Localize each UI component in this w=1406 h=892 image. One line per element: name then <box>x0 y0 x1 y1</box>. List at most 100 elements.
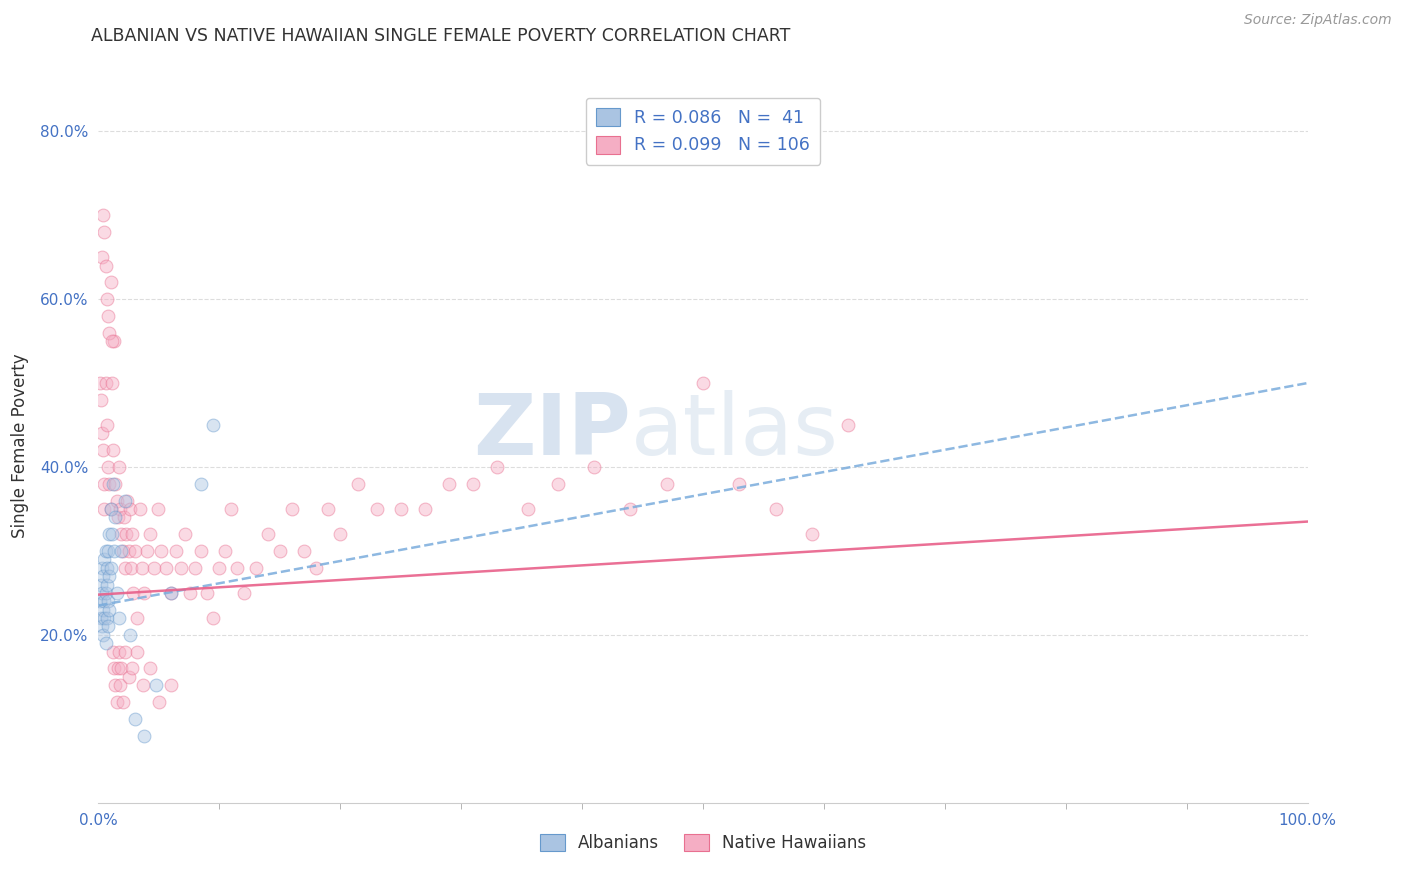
Point <box>104 476 127 491</box>
Point <box>98 527 121 541</box>
Point <box>127 645 149 659</box>
Point <box>208 560 231 574</box>
Point <box>91 443 114 458</box>
Point <box>655 476 678 491</box>
Point <box>91 586 114 600</box>
Point <box>107 661 129 675</box>
Point <box>93 476 115 491</box>
Point <box>195 586 218 600</box>
Point <box>105 493 128 508</box>
Point <box>135 544 157 558</box>
Point <box>583 460 606 475</box>
Point <box>89 376 111 390</box>
Point <box>160 586 183 600</box>
Point <box>139 527 162 541</box>
Point <box>114 560 136 574</box>
Point <box>131 560 153 574</box>
Point <box>105 586 128 600</box>
Point <box>146 502 169 516</box>
Point <box>89 594 111 608</box>
Point <box>110 544 132 558</box>
Point <box>232 586 254 600</box>
Point <box>94 636 117 650</box>
Point <box>108 502 131 516</box>
Point <box>91 603 114 617</box>
Point <box>101 476 124 491</box>
Point <box>132 678 155 692</box>
Point <box>122 586 145 600</box>
Point <box>101 645 124 659</box>
Point <box>366 502 388 516</box>
Point <box>97 309 120 323</box>
Point <box>486 460 509 475</box>
Point <box>91 250 114 264</box>
Point <box>316 502 339 516</box>
Point <box>100 275 122 289</box>
Point <box>96 560 118 574</box>
Point <box>91 208 114 222</box>
Point <box>148 695 170 709</box>
Point <box>128 502 150 516</box>
Point <box>347 476 370 491</box>
Point <box>765 502 787 516</box>
Point <box>96 611 118 625</box>
Point <box>103 661 125 675</box>
Point <box>104 510 127 524</box>
Point <box>91 560 114 574</box>
Point <box>190 544 212 558</box>
Point <box>184 560 207 574</box>
Point <box>108 678 131 692</box>
Point <box>174 527 197 541</box>
Point <box>692 376 714 390</box>
Point <box>98 476 121 491</box>
Point <box>93 552 115 566</box>
Point <box>179 586 201 600</box>
Point <box>120 560 142 574</box>
Point <box>121 661 143 675</box>
Point <box>94 376 117 390</box>
Point <box>160 586 183 600</box>
Point <box>800 527 823 541</box>
Point <box>127 611 149 625</box>
Point <box>98 603 121 617</box>
Point <box>100 502 122 516</box>
Point <box>619 502 641 516</box>
Point <box>143 560 166 574</box>
Point <box>134 586 156 600</box>
Point <box>110 527 132 541</box>
Point <box>190 476 212 491</box>
Point <box>97 544 120 558</box>
Point <box>100 560 122 574</box>
Point <box>91 569 114 583</box>
Point <box>118 670 141 684</box>
Point <box>100 527 122 541</box>
Point <box>94 259 117 273</box>
Point <box>117 493 139 508</box>
Text: ALBANIAN VS NATIVE HAWAIIAN SINGLE FEMALE POVERTY CORRELATION CHART: ALBANIAN VS NATIVE HAWAIIAN SINGLE FEMAL… <box>91 27 790 45</box>
Point <box>169 560 191 574</box>
Point <box>292 544 315 558</box>
Point <box>103 544 125 558</box>
Point <box>114 645 136 659</box>
Point <box>90 611 112 625</box>
Point <box>91 426 114 441</box>
Point <box>437 476 460 491</box>
Point <box>114 493 136 508</box>
Point <box>94 586 117 600</box>
Point <box>100 502 122 516</box>
Point <box>547 476 569 491</box>
Point <box>118 628 141 642</box>
Point <box>98 326 121 340</box>
Point <box>97 460 120 475</box>
Point <box>111 544 134 558</box>
Point <box>97 594 120 608</box>
Y-axis label: Single Female Poverty: Single Female Poverty <box>11 354 30 538</box>
Point <box>93 225 115 239</box>
Point <box>145 678 167 692</box>
Point <box>155 560 177 574</box>
Point <box>118 544 141 558</box>
Text: atlas: atlas <box>630 390 838 474</box>
Text: ZIP: ZIP <box>472 390 630 474</box>
Point <box>93 611 115 625</box>
Point <box>93 594 115 608</box>
